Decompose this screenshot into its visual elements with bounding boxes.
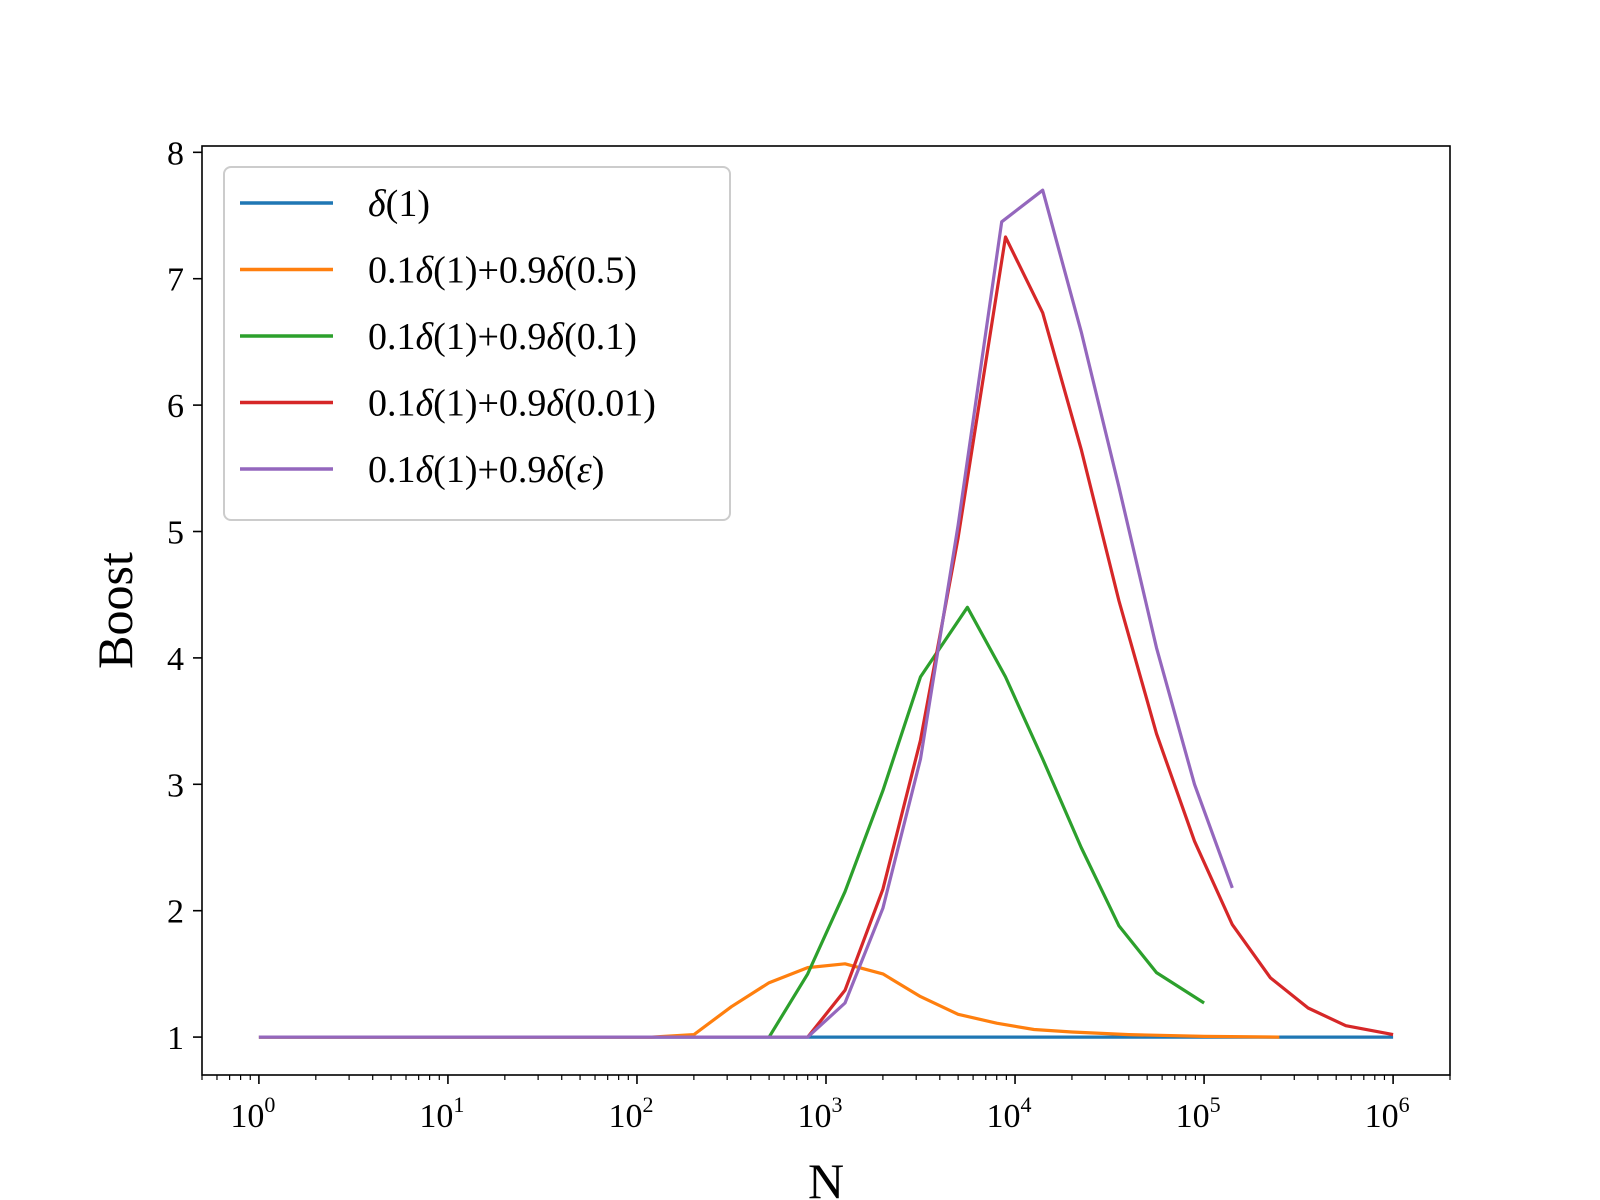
series-line-3	[806, 235, 1394, 1039]
y-tick-label: 1	[167, 1020, 184, 1057]
x-tick-label: 103	[798, 1092, 843, 1135]
x-tick-exponent: 6	[1399, 1092, 1410, 1117]
x-tick-base: 10	[798, 1098, 832, 1135]
legend-label-part: δ	[416, 449, 435, 491]
x-tick-label: 106	[1365, 1092, 1410, 1135]
y-tick-label: 2	[167, 894, 184, 931]
x-tick-exponent: 1	[453, 1092, 464, 1117]
legend: δ(1)0.1δ(1)+0.9δ(0.5)0.1δ(1)+0.9δ(0.1)0.…	[223, 166, 731, 521]
legend-label-part: δ	[416, 250, 435, 292]
legend-label-part: (0.1)	[564, 316, 637, 358]
legend-label-part: 0.1	[368, 250, 416, 292]
y-tick-label: 5	[167, 515, 184, 552]
legend-label-part: δ	[546, 316, 565, 358]
x-tick-exponent: 4	[1021, 1092, 1032, 1117]
legend-label-1: 0.1δ(1)+0.9δ(0.5)	[368, 250, 637, 292]
x-tick-exponent: 2	[642, 1092, 653, 1117]
legend-label-2: 0.1δ(1)+0.9δ(0.1)	[368, 316, 637, 358]
x-tick-base: 10	[608, 1098, 642, 1135]
legend-label-part: (1)+0.9	[433, 250, 546, 292]
x-tick-base: 10	[419, 1098, 453, 1135]
x-tick-label: 102	[608, 1092, 653, 1135]
y-tick-label: 4	[167, 641, 184, 678]
x-tick-exponent: 3	[832, 1092, 843, 1117]
legend-label-part: (1)+0.9	[433, 383, 546, 425]
series-line-4	[258, 188, 1234, 1039]
legend-label-part: (	[564, 449, 577, 491]
x-axis-label: N	[808, 1153, 844, 1200]
x-tick-label: 100	[230, 1092, 275, 1135]
x-tick-base: 10	[1365, 1098, 1399, 1135]
y-tick-label: 8	[167, 135, 184, 172]
legend-label-4: 0.1δ(1)+0.9δ(ε)	[368, 449, 604, 491]
series-line-1	[258, 962, 1280, 1039]
legend-label-part: 0.1	[368, 449, 416, 491]
legend-label-part: δ	[368, 183, 387, 225]
y-axis: 1 2 3 4 5 6 7 8	[167, 135, 202, 1057]
x-tick-label: 101	[419, 1092, 464, 1135]
legend-label-part: (0.01)	[564, 383, 656, 425]
series-line-2	[767, 605, 1205, 1038]
legend-label-part: (1)	[386, 183, 430, 225]
series-layer	[258, 188, 1394, 1039]
legend-label-part: δ	[416, 316, 435, 358]
x-tick-exponent: 0	[264, 1092, 275, 1117]
legend-label-part: ε	[577, 449, 592, 491]
legend-label-3: 0.1δ(1)+0.9δ(0.01)	[368, 383, 656, 425]
legend-label-part: )	[592, 449, 605, 491]
legend-label-part: 0.1	[368, 316, 416, 358]
legend-label-part: δ	[546, 250, 565, 292]
legend-label-part: (0.5)	[564, 250, 637, 292]
legend-box	[223, 166, 731, 521]
legend-label-part: (1)+0.9	[433, 449, 546, 491]
y-tick-label: 6	[167, 388, 184, 425]
x-tick-exponent: 5	[1210, 1092, 1221, 1117]
x-axis: 100 101 102 103 104 105 106	[201, 1075, 1451, 1135]
x-tick-label: 105	[1176, 1092, 1221, 1135]
x-tick-label: 104	[987, 1092, 1032, 1135]
legend-label-part: δ	[416, 383, 435, 425]
x-tick-base: 10	[987, 1098, 1021, 1135]
legend-label-0: δ(1)	[368, 183, 430, 225]
legend-label-part: 0.1	[368, 383, 416, 425]
y-axis-label: Boost	[87, 552, 143, 669]
x-tick-base: 10	[230, 1098, 264, 1135]
legend-label-part: δ	[546, 383, 565, 425]
y-tick-label: 7	[167, 262, 184, 299]
y-tick-label: 3	[167, 767, 184, 804]
legend-label-part: (1)+0.9	[433, 316, 546, 358]
x-tick-base: 10	[1176, 1098, 1210, 1135]
legend-label-part: δ	[546, 449, 565, 491]
